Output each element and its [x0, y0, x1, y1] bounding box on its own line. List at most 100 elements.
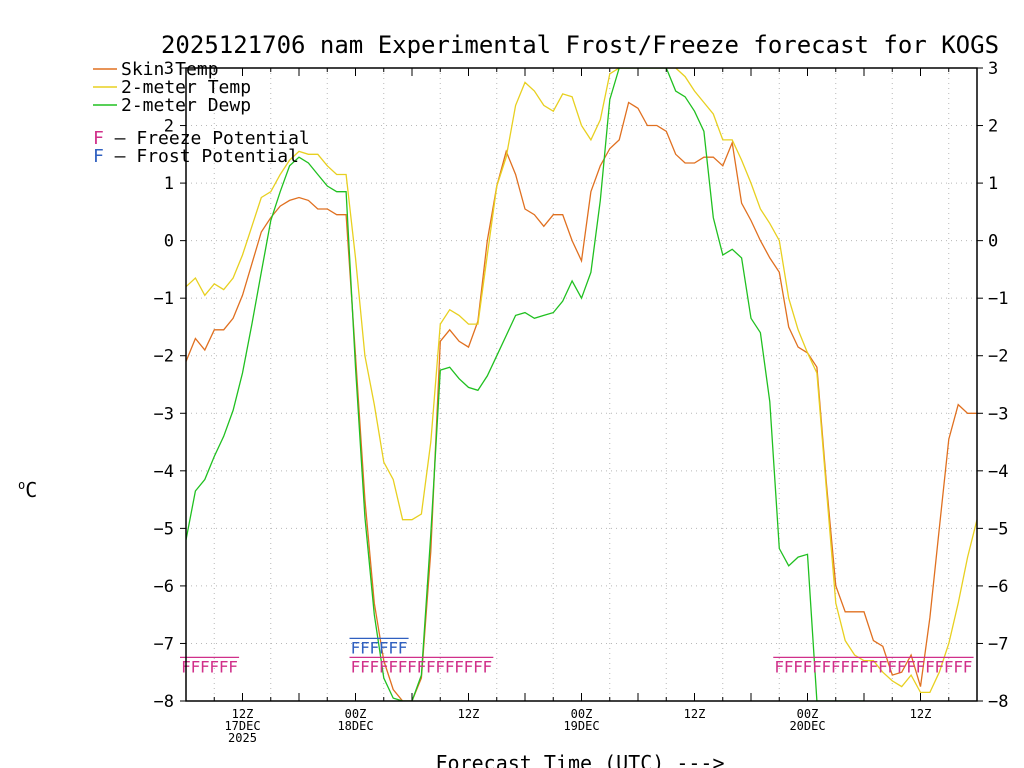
freeze-marker: F: [398, 657, 408, 676]
freeze-marker: F: [953, 657, 963, 676]
y-tick-label-left: −2: [154, 347, 174, 367]
y-tick-label-left: −4: [154, 462, 174, 482]
freeze-marker: F: [887, 657, 897, 676]
y-tick-label-right: −3: [988, 404, 1008, 424]
freeze-marker: F: [473, 657, 483, 676]
x-tick-label: 12Z: [232, 707, 254, 721]
freeze-marker: F: [388, 657, 398, 676]
y-tick-label-right: 1: [988, 174, 998, 194]
x-tick-label: 00Z: [345, 707, 367, 721]
frost-marker: F: [398, 638, 408, 657]
y-tick-label-right: −6: [988, 577, 1008, 597]
freeze-marker: F: [963, 657, 973, 676]
y-axis-label: oC: [18, 478, 37, 502]
y-tick-label-left: −7: [154, 634, 174, 654]
x-tick-label: 00Z: [797, 707, 819, 721]
freeze-marker: F: [906, 657, 916, 676]
y-tick-label-right: 0: [988, 232, 998, 252]
x-tick-label: 18DEC: [337, 719, 373, 733]
freeze-marker: F: [793, 657, 803, 676]
freeze-marker: F: [774, 657, 784, 676]
legend-label: 2-meter Dewp: [121, 95, 251, 116]
x-tick-label: 20DEC: [789, 719, 825, 733]
series-layer: [186, 68, 977, 701]
legend-marker-symbol: F: [93, 128, 104, 149]
freeze-marker: F: [897, 657, 907, 676]
x-tick-label: 00Z: [571, 707, 593, 721]
legend-marker-label: – Freeze Potential: [104, 128, 310, 149]
freeze-marker: F: [869, 657, 879, 676]
series-line-skin-temp: [186, 101, 977, 701]
freeze-marker: F: [840, 657, 850, 676]
y-tick-label-left: 0: [164, 232, 174, 252]
freeze-marker: F: [435, 657, 445, 676]
y-tick-label-right: −7: [988, 634, 1008, 654]
y-tick-label-right: −4: [988, 462, 1008, 482]
freeze-marker: F: [803, 657, 813, 676]
y-tick-label-right: −2: [988, 347, 1008, 367]
legend-marker-symbol: F: [93, 146, 104, 167]
x-tick-label: 12Z: [458, 707, 480, 721]
x-tick-label: 12Z: [684, 707, 706, 721]
series-line-2-meter-dewp: [186, 68, 864, 701]
freeze-marker: F: [219, 657, 229, 676]
freeze-marker: F: [191, 657, 201, 676]
legend-marker-label: – Frost Potential: [104, 146, 299, 167]
y-tick-label-left: 2: [164, 117, 174, 137]
y-tick-label-left: 3: [164, 59, 174, 79]
frost-marker: F: [379, 638, 389, 657]
freeze-marker: F: [426, 657, 436, 676]
y-tick-label-left: −3: [154, 404, 174, 424]
y-tick-label-right: −8: [988, 692, 1008, 712]
legend-label: Skin Temp: [121, 59, 219, 80]
chart-title: 2025121706 nam Experimental Frost/Freeze…: [161, 31, 999, 59]
freeze-marker: F: [859, 657, 869, 676]
freeze-marker: F: [925, 657, 935, 676]
freeze-marker: F: [445, 657, 455, 676]
y-tick-label-left: 1: [164, 174, 174, 194]
freeze-marker: F: [878, 657, 888, 676]
axes: −8 −8 −7 −7 −6 −6 −5 −5 −4 −4 −3 −3 −2 −2 −1 −1 0 0 1 1 2 2 3 3…: [154, 59, 1009, 745]
freeze-marker: F: [417, 657, 427, 676]
legend-marker-entry: F – Freeze Potential: [93, 128, 310, 149]
freeze-marker: F: [822, 657, 832, 676]
x-tick-label: 12Z: [910, 707, 932, 721]
freeze-marker: F: [351, 657, 361, 676]
freeze-marker: F: [209, 657, 219, 676]
y-axis-label-unit: C: [25, 478, 37, 502]
freeze-marker: F: [916, 657, 926, 676]
y-tick-label-left: −5: [154, 519, 174, 539]
legend-label: 2-meter Temp: [121, 77, 251, 98]
freeze-marker: F: [784, 657, 794, 676]
freeze-marker: F: [812, 657, 822, 676]
freeze-marker: F: [850, 657, 860, 676]
freeze-marker: F: [464, 657, 474, 676]
y-tick-label-left: −8: [154, 692, 174, 712]
freeze-marker: F: [407, 657, 417, 676]
freeze-marker: F: [935, 657, 945, 676]
y-tick-label-right: −5: [988, 519, 1008, 539]
freeze-marker: F: [228, 657, 238, 676]
x-tick-label: 19DEC: [563, 719, 599, 733]
series-line-2-meter-temp: [186, 68, 977, 694]
freeze-marker: F: [370, 657, 380, 676]
freeze-marker: F: [379, 657, 389, 676]
y-tick-label-right: −1: [988, 289, 1008, 309]
frost-marker: F: [388, 638, 398, 657]
freeze-marker: F: [200, 657, 210, 676]
legend-marker-entry: F – Frost Potential: [93, 146, 299, 167]
y-axis-label-degree: o: [18, 478, 25, 492]
frost-marker: F: [351, 638, 361, 657]
x-axis-label: Forecast Time (UTC) --->: [436, 751, 725, 768]
freeze-marker: F: [483, 657, 493, 676]
freeze-marker: F: [360, 657, 370, 676]
y-tick-label-right: 3: [988, 59, 998, 79]
freeze-marker: F: [831, 657, 841, 676]
frost-marker: F: [360, 638, 370, 657]
x-tick-label: 17DEC: [224, 719, 260, 733]
freeze-marker: F: [454, 657, 464, 676]
frost-marker: F: [370, 638, 380, 657]
